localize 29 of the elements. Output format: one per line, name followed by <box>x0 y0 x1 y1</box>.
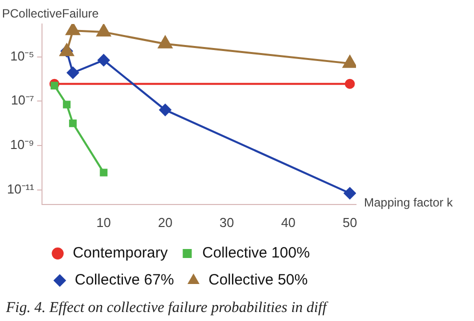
point <box>66 66 79 79</box>
point <box>344 78 355 89</box>
x-tick-label: 30 <box>220 214 234 230</box>
x-axis-title: Mapping factor k <box>364 196 454 210</box>
legend-label: Collective 100% <box>202 244 310 262</box>
point <box>342 55 356 68</box>
x-tick-label: 50 <box>342 214 358 230</box>
point <box>159 104 172 116</box>
point <box>69 119 77 128</box>
y-axis-title: PCollectiveFailure <box>2 6 100 20</box>
caption: Fig. 4. Effect on collective failure probabilities in diff <box>5 299 330 318</box>
y-tick-label: 10⁻⁹ <box>10 137 34 152</box>
legend-label: Contemporary <box>72 244 168 262</box>
y-tick-label: 10⁻⁷ <box>10 92 34 108</box>
legend-label: Collective 67% <box>74 272 174 289</box>
point <box>66 24 80 36</box>
point <box>344 187 356 200</box>
x-tick-label: 40 <box>281 214 296 230</box>
point <box>62 100 71 108</box>
point <box>158 36 172 48</box>
legend-label: Collective 50% <box>208 272 308 289</box>
point <box>96 24 111 37</box>
y-tick-label: 10⁻⁵ <box>10 48 34 64</box>
y-tick-label: 10⁻¹¹ <box>6 181 35 196</box>
x-tick-label: 20 <box>158 214 172 230</box>
x-tick-label: 10 <box>96 214 111 230</box>
point <box>100 168 108 176</box>
point <box>98 54 110 66</box>
point <box>50 82 58 90</box>
